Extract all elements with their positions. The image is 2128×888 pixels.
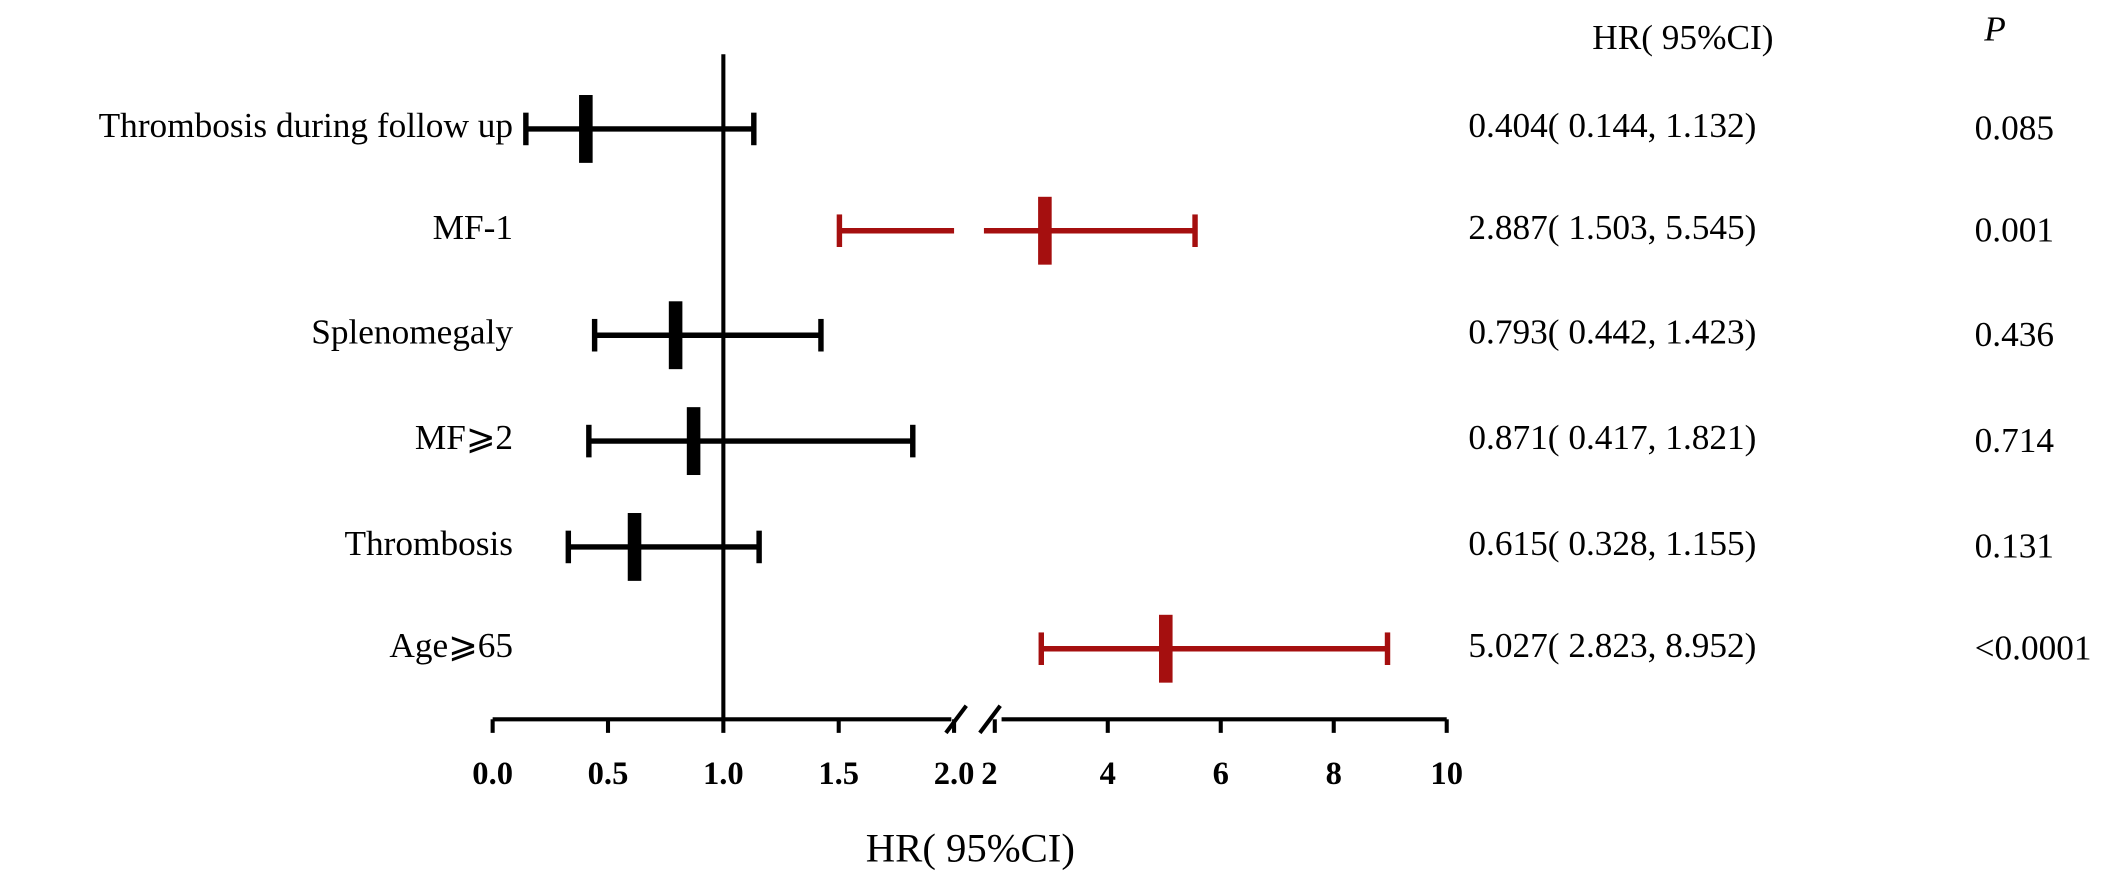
hr-ci-label: 0.404( 0.144, 1.132) bbox=[1468, 106, 1756, 145]
p-label: 0.085 bbox=[1975, 109, 2054, 148]
row-label: MF-1 bbox=[433, 208, 513, 247]
x-tick-label: 8 bbox=[1326, 756, 1342, 792]
x-tick-label: 10 bbox=[1430, 756, 1463, 792]
hr-point bbox=[1158, 614, 1173, 683]
hr-ci-label: 0.871( 0.417, 1.821) bbox=[1468, 418, 1756, 457]
row-label: Thrombosis during follow up bbox=[99, 106, 513, 145]
axis-break bbox=[978, 704, 1002, 735]
p-label: 0.436 bbox=[1975, 315, 2054, 354]
x-axis-label: HR( 95%CI) bbox=[866, 826, 1075, 871]
p-label: 0.001 bbox=[1975, 211, 2054, 250]
x-tick-label: 0.0 bbox=[472, 756, 513, 792]
hr-point bbox=[579, 95, 593, 163]
x-tick-label: 6 bbox=[1213, 756, 1229, 792]
p-label: 0.714 bbox=[1975, 421, 2055, 460]
hr-point bbox=[668, 301, 683, 370]
row-label: Splenomegaly bbox=[311, 312, 513, 351]
p-header: P bbox=[1983, 10, 2006, 49]
x-tick-label: 0.5 bbox=[588, 756, 629, 792]
hr-ci-header: HR( 95%CI) bbox=[1592, 18, 1773, 57]
x-tick-label: 4 bbox=[1100, 756, 1116, 792]
p-label: <0.0001 bbox=[1975, 629, 2092, 668]
x-tick-label: 1.5 bbox=[818, 756, 859, 792]
x-tick-label: 2 bbox=[981, 756, 997, 792]
hr-ci-label: 2.887( 1.503, 5.545) bbox=[1468, 208, 1756, 247]
x-tick-label: 1.0 bbox=[703, 756, 744, 792]
hr-point bbox=[627, 513, 642, 581]
row-label: MF⩾2 bbox=[415, 418, 513, 457]
x-tick-label: 2.0 bbox=[934, 756, 975, 792]
hr-ci-label: 0.615( 0.328, 1.155) bbox=[1468, 524, 1756, 563]
hr-ci-label: 5.027( 2.823, 8.952) bbox=[1468, 626, 1756, 665]
hr-ci-label: 0.793( 0.442, 1.423) bbox=[1468, 312, 1756, 351]
hr-point bbox=[1038, 196, 1052, 265]
row-label: Thrombosis bbox=[345, 524, 514, 563]
row-label: Age⩾65 bbox=[389, 626, 513, 665]
p-label: 0.131 bbox=[1975, 527, 2054, 566]
hr-point bbox=[686, 407, 701, 476]
